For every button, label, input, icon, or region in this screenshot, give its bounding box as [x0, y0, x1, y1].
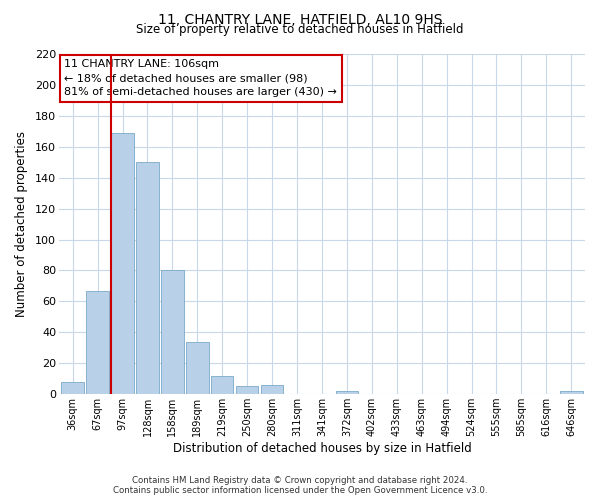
Bar	[335, 391, 358, 394]
Text: 11 CHANTRY LANE: 106sqm
← 18% of detached houses are smaller (98)
81% of semi-de: 11 CHANTRY LANE: 106sqm ← 18% of detache…	[64, 59, 337, 97]
Bar	[112, 133, 134, 394]
Text: Contains HM Land Registry data © Crown copyright and database right 2024.
Contai: Contains HM Land Registry data © Crown c…	[113, 476, 487, 495]
X-axis label: Distribution of detached houses by size in Hatfield: Distribution of detached houses by size …	[173, 442, 472, 455]
Text: 11, CHANTRY LANE, HATFIELD, AL10 9HS: 11, CHANTRY LANE, HATFIELD, AL10 9HS	[158, 12, 442, 26]
Text: Size of property relative to detached houses in Hatfield: Size of property relative to detached ho…	[136, 22, 464, 36]
Y-axis label: Number of detached properties: Number of detached properties	[15, 131, 28, 317]
Bar	[61, 382, 84, 394]
Bar	[161, 270, 184, 394]
Bar	[560, 391, 583, 394]
Bar	[86, 290, 109, 394]
Bar	[186, 342, 209, 394]
Bar	[261, 385, 283, 394]
Bar	[236, 386, 259, 394]
Bar	[136, 162, 158, 394]
Bar	[211, 376, 233, 394]
